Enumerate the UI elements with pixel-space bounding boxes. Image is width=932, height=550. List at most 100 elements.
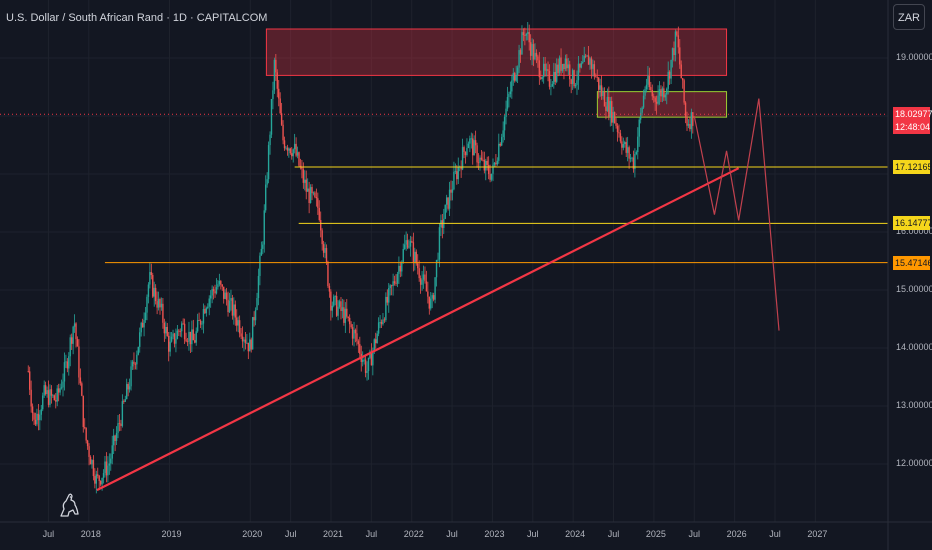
currency-button[interactable]: ZAR: [893, 4, 925, 30]
candle-body: [147, 284, 150, 297]
candle-body: [81, 383, 83, 396]
candle-body: [139, 332, 141, 347]
candle-body: [692, 112, 694, 126]
candle-body: [78, 346, 80, 378]
candle-body: [76, 339, 79, 347]
candle-body: [686, 116, 688, 126]
candle-body: [314, 192, 316, 198]
candle-body: [612, 112, 614, 123]
candle-body: [257, 275, 260, 299]
candle-body: [330, 291, 332, 311]
candle-body: [228, 300, 231, 313]
candle-body: [159, 298, 161, 308]
candle-body: [535, 52, 538, 57]
candle-body: [641, 107, 643, 113]
candle-body: [606, 96, 609, 112]
level-price-tag: 17.12165: [893, 159, 932, 174]
candle-body: [505, 108, 507, 117]
candle-body: [325, 248, 328, 262]
candle-body: [246, 342, 248, 344]
trendline: [96, 167, 740, 492]
candle-body: [548, 71, 551, 87]
candle-body: [547, 69, 549, 72]
candle-body: [104, 461, 106, 474]
candle-body: [587, 55, 590, 65]
candle-body: [486, 160, 488, 165]
candle-body: [679, 47, 681, 65]
candle-body: [280, 113, 283, 125]
candle-body: [495, 162, 497, 165]
candle-body: [272, 90, 274, 99]
candle-body: [650, 87, 652, 90]
candle-body: [175, 338, 177, 344]
candle-body: [124, 399, 126, 402]
candle-body: [123, 401, 125, 402]
candle-body: [225, 292, 228, 300]
candle-body: [421, 279, 423, 285]
candle-body: [79, 377, 82, 384]
candle-body: [653, 96, 655, 98]
candle-body: [511, 80, 513, 92]
candle-body: [105, 461, 108, 476]
candle-body: [269, 134, 271, 146]
candle-body: [605, 106, 607, 112]
candle-body: [95, 474, 98, 484]
candle-body: [574, 84, 577, 87]
candle-body: [33, 413, 35, 420]
candle-body: [209, 295, 212, 299]
candle-body: [39, 414, 41, 421]
candle-body: [448, 189, 451, 209]
candle-body: [273, 59, 276, 91]
candle-body: [492, 164, 494, 174]
candle-body: [295, 143, 297, 156]
candle-body: [335, 296, 338, 316]
candle-body: [582, 61, 584, 64]
candle-body: [406, 240, 409, 248]
candle-body: [409, 241, 412, 247]
candle-body: [447, 197, 449, 209]
candle-body: [183, 323, 186, 340]
candle-body: [89, 456, 92, 465]
candle-body: [667, 71, 669, 89]
candle-body: [304, 179, 306, 183]
candle-body: [373, 339, 375, 351]
candle-body: [579, 63, 581, 68]
candle-body: [240, 333, 242, 337]
candle-body: [664, 94, 666, 98]
candle-body: [111, 445, 113, 459]
candle-body: [493, 162, 496, 165]
candle-body: [37, 413, 40, 421]
candle-body: [84, 427, 86, 428]
candle-body: [556, 64, 558, 82]
candle-body: [152, 275, 154, 297]
candle-body: [482, 159, 484, 161]
candle-body: [94, 476, 96, 484]
candle-body: [356, 333, 358, 342]
candle-body: [540, 77, 542, 79]
candle-body: [327, 261, 329, 287]
candle-body: [267, 145, 270, 180]
candle-body: [644, 89, 646, 96]
candle-body: [531, 44, 533, 56]
candle-body: [188, 331, 190, 342]
candle-body: [62, 381, 64, 388]
candle-body: [114, 435, 116, 441]
candle-body: [357, 341, 360, 345]
candle-body: [52, 395, 54, 397]
candle-body: [351, 327, 354, 339]
candle-body: [301, 167, 303, 170]
candle-body: [120, 423, 122, 426]
candle-body: [385, 296, 387, 321]
candle-body: [515, 74, 517, 81]
candle-body: [405, 240, 407, 245]
projection-path: [693, 98, 780, 331]
chart-zones: [265, 28, 728, 118]
symbol-title: U.S. Dollar / South African Rand · 1D · …: [6, 12, 268, 24]
candle-body: [527, 32, 529, 34]
candle-body: [202, 309, 205, 324]
candle-body: [451, 189, 454, 193]
candle-body: [487, 164, 490, 175]
candle-body: [173, 333, 176, 344]
candle-body: [402, 248, 404, 262]
